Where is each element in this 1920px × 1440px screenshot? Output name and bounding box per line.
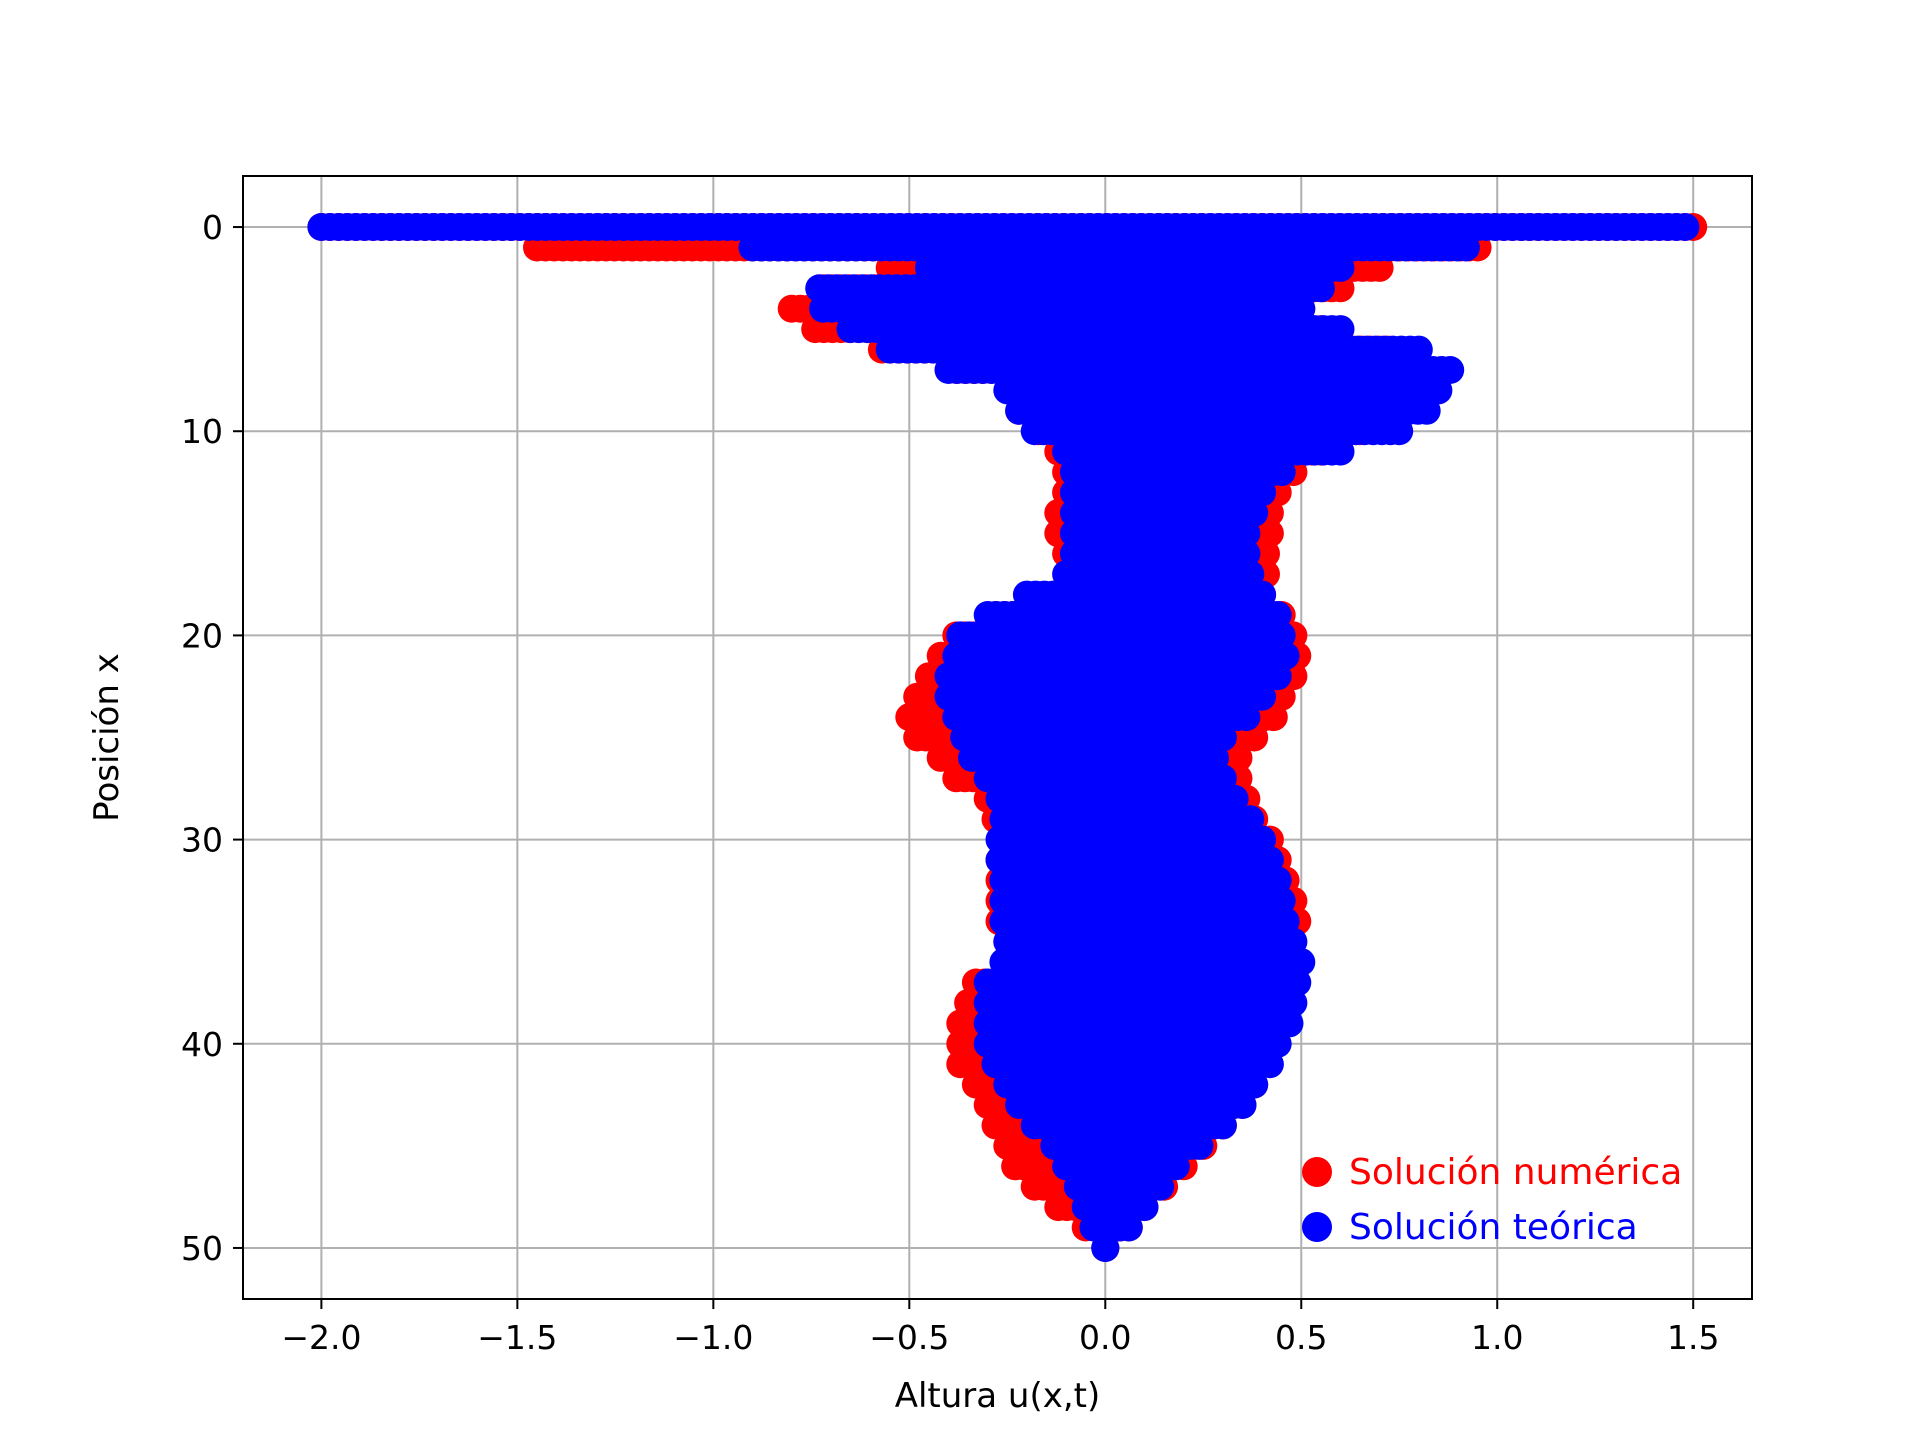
x-tick-label-1: −1.5 — [477, 1318, 557, 1357]
x-tick-label-3: −0.5 — [869, 1318, 949, 1357]
series-1-point — [1306, 274, 1335, 303]
series-1-point — [1263, 662, 1292, 691]
y-tick-label-3: 30 — [181, 821, 223, 860]
plot-frame — [242, 175, 1753, 1300]
x-tick-label-5: 0.5 — [1275, 1318, 1327, 1357]
series-1-point — [1161, 1152, 1190, 1181]
legend-label-teorica: Solución teórica — [1349, 1207, 1638, 1248]
series-1-point — [1146, 1172, 1175, 1201]
series-1-point — [1208, 1111, 1237, 1140]
x-tick-label-6: 1.0 — [1471, 1318, 1523, 1357]
series-1-point — [1255, 1050, 1284, 1079]
x-tick-label-4: 0.0 — [1079, 1318, 1131, 1357]
y-tick-label-0: 0 — [202, 208, 223, 247]
series-1-point — [1130, 1193, 1159, 1222]
series-1-point — [1326, 253, 1355, 282]
series-1-point — [1326, 437, 1355, 466]
series-1-point — [1091, 1234, 1120, 1262]
series-1-point — [1275, 1009, 1304, 1038]
x-tick-label-2: −1.0 — [673, 1318, 753, 1357]
series-1-point — [1424, 376, 1453, 405]
series-1-point — [1228, 1091, 1257, 1119]
y-tick-label-2: 20 — [181, 616, 223, 655]
legend-label-numerica: Solución numérica — [1349, 1152, 1682, 1193]
y-tick-label-4: 40 — [181, 1025, 223, 1064]
series-1-points — [307, 213, 1700, 1262]
series-1-point — [1248, 682, 1277, 711]
x-tick-label-7: 1.5 — [1667, 1318, 1719, 1357]
series-1-point — [1232, 703, 1261, 732]
series-0-point — [1259, 703, 1288, 732]
series-1-point — [1114, 1213, 1143, 1242]
series-1-point — [1385, 417, 1414, 446]
legend: Solución numérica Solución teórica — [1302, 1152, 1682, 1248]
x-axis-label: Altura u(x,t) — [895, 1376, 1101, 1416]
series-1-point — [1185, 1131, 1214, 1160]
x-tick-label-0: −2.0 — [281, 1318, 361, 1357]
series-1-point — [1412, 396, 1441, 425]
series-1-point — [1451, 233, 1480, 262]
y-axis-label: Posición x — [87, 653, 127, 822]
series-1-point — [1267, 458, 1296, 487]
legend-marker-teorica — [1302, 1212, 1332, 1242]
series-1-point — [1671, 213, 1700, 241]
series-1-point — [1436, 356, 1465, 384]
legend-marker-numerica — [1302, 1157, 1332, 1187]
series-1-point — [1240, 1070, 1269, 1099]
data-points — [307, 213, 1708, 1262]
axis-ticks: −2.0 −1.5 −1.0 −0.5 0.0 0.5 1.0 1.5 0 10 20 30 40 50 — [181, 208, 1719, 1357]
y-tick-label-1: 10 — [181, 412, 223, 451]
y-tick-label-5: 50 — [181, 1229, 223, 1268]
